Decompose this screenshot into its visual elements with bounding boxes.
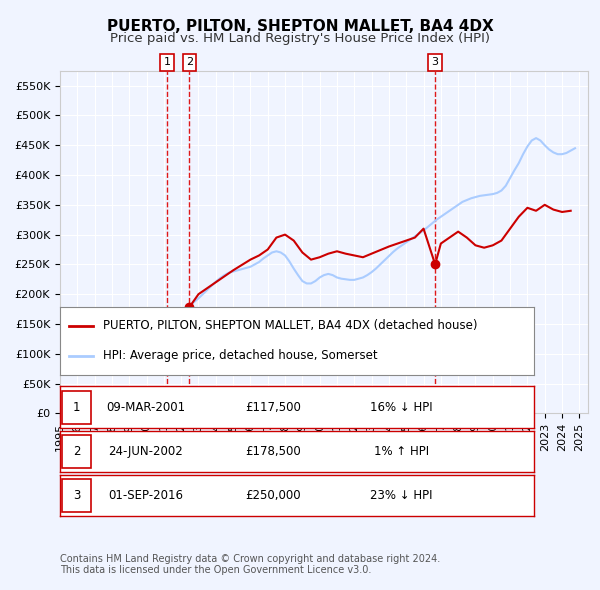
Text: 23% ↓ HPI: 23% ↓ HPI (370, 489, 433, 502)
Text: Price paid vs. HM Land Registry's House Price Index (HPI): Price paid vs. HM Land Registry's House … (110, 32, 490, 45)
Text: 1: 1 (73, 401, 80, 414)
Text: £250,000: £250,000 (245, 489, 301, 502)
Text: 1% ↑ HPI: 1% ↑ HPI (374, 445, 429, 458)
Text: £178,500: £178,500 (245, 445, 301, 458)
Text: 16% ↓ HPI: 16% ↓ HPI (370, 401, 433, 414)
Text: PUERTO, PILTON, SHEPTON MALLET, BA4 4DX (detached house): PUERTO, PILTON, SHEPTON MALLET, BA4 4DX … (103, 319, 477, 332)
Text: HPI: Average price, detached house, Somerset: HPI: Average price, detached house, Some… (103, 349, 377, 362)
Text: 24-JUN-2002: 24-JUN-2002 (108, 445, 182, 458)
Text: PUERTO, PILTON, SHEPTON MALLET, BA4 4DX: PUERTO, PILTON, SHEPTON MALLET, BA4 4DX (107, 19, 493, 34)
FancyBboxPatch shape (62, 479, 91, 512)
Text: 2: 2 (186, 57, 193, 67)
Text: 01-SEP-2016: 01-SEP-2016 (108, 489, 183, 502)
FancyBboxPatch shape (62, 391, 91, 424)
Text: Contains HM Land Registry data © Crown copyright and database right 2024.
This d: Contains HM Land Registry data © Crown c… (60, 553, 440, 575)
FancyBboxPatch shape (62, 435, 91, 468)
Text: 1: 1 (164, 57, 170, 67)
Text: 2: 2 (73, 445, 80, 458)
Text: 09-MAR-2001: 09-MAR-2001 (106, 401, 185, 414)
Text: 3: 3 (431, 57, 439, 67)
Text: 3: 3 (73, 489, 80, 502)
Text: £117,500: £117,500 (245, 401, 301, 414)
